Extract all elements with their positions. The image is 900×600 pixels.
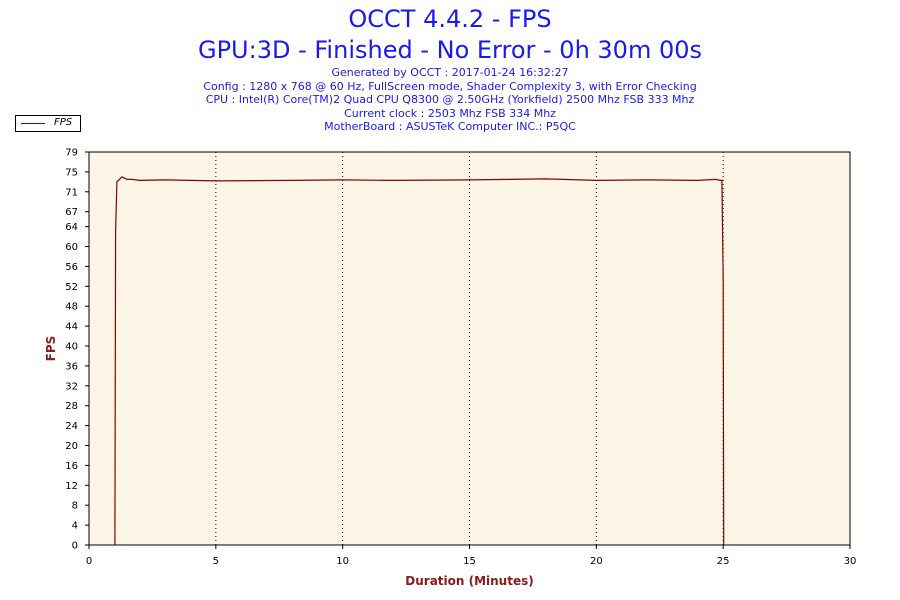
x-tick-label: 30 xyxy=(844,556,857,567)
y-tick-label: 56 xyxy=(65,262,78,273)
legend: FPS xyxy=(15,115,81,132)
y-axis-title: FPS xyxy=(44,336,58,362)
chart-subtitle: GPU:3D - Finished - No Error - 0h 30m 00… xyxy=(197,36,702,64)
y-tick-label: 79 xyxy=(65,148,78,159)
x-tick-label: 20 xyxy=(590,556,603,567)
y-tick-label: 60 xyxy=(65,242,78,253)
y-tick-label: 75 xyxy=(65,167,78,178)
y-tick-label: 44 xyxy=(65,322,78,333)
y-tick-label: 0 xyxy=(72,541,78,552)
series-line-fps xyxy=(114,176,725,546)
y-tick-label: 32 xyxy=(65,381,78,392)
y-tick-label: 20 xyxy=(65,441,78,452)
y-tick-label: 67 xyxy=(65,207,78,218)
x-tick-label: 15 xyxy=(463,556,476,567)
info-config: Config : 1280 x 768 @ 60 Hz, FullScreen … xyxy=(203,79,697,93)
y-tick-label: 4 xyxy=(72,521,78,532)
y-tick-label: 12 xyxy=(65,481,78,492)
y-tick-label: 48 xyxy=(65,302,78,313)
y-tick-label: 24 xyxy=(65,421,78,432)
info-motherboard: MotherBoard : ASUSTeK Computer INC.: P5Q… xyxy=(324,120,576,133)
y-tick-label: 71 xyxy=(65,187,78,198)
info-generated: Generated by OCCT : 2017-01-24 16:32:27 xyxy=(331,66,569,79)
y-tick-label: 28 xyxy=(65,401,78,412)
x-tick-label: 0 xyxy=(86,556,92,567)
info-cpu: CPU : Intel(R) Core(TM)2 Quad CPU Q8300 … xyxy=(205,93,695,106)
info-clock: Current clock : 2503 Mhz FSB 334 Mhz xyxy=(344,106,556,120)
x-tick-label: 5 xyxy=(213,556,219,567)
legend-label: FPS xyxy=(54,117,73,128)
x-axis-ticks: 0 5 10 15 20 25 30 xyxy=(86,545,857,567)
x-axis-title: Duration (Minutes) xyxy=(405,574,533,588)
chart-title: OCCT 4.4.2 - FPS xyxy=(348,5,552,33)
legend-swatch xyxy=(21,123,45,124)
x-tick-label: 25 xyxy=(717,556,730,567)
y-tick-label: 64 xyxy=(65,222,78,233)
x-tick-label: 10 xyxy=(336,556,349,567)
y-tick-label: 16 xyxy=(65,461,78,472)
chart-header: OCCT 4.4.2 - FPS GPU:3D - Finished - No … xyxy=(0,4,900,134)
y-tick-label: 8 xyxy=(72,501,78,512)
y-tick-label: 36 xyxy=(65,361,78,372)
y-tick-label: 40 xyxy=(65,342,78,353)
y-tick-label: 52 xyxy=(65,282,78,293)
